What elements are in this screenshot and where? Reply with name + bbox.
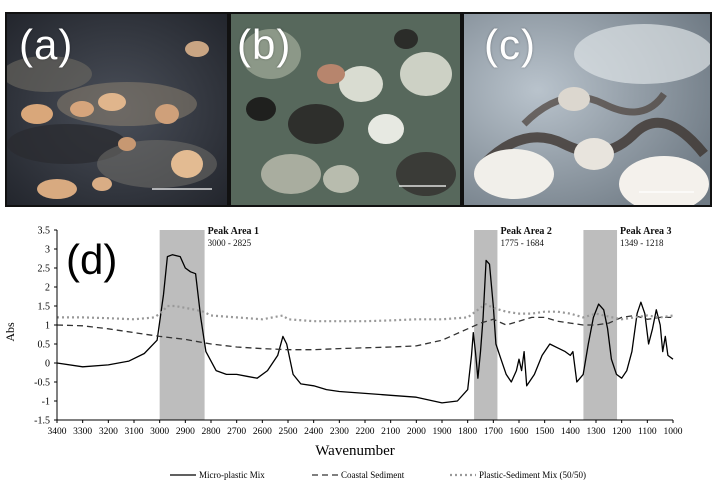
legend-label: Plastic-Sediment Mix (50/50) [479, 470, 586, 480]
sample-photo-b [231, 14, 460, 205]
x-tick-label: 1500 [535, 427, 554, 437]
y-tick-label: -1.5 [34, 416, 50, 427]
peak-area-title: Peak Area 1 [208, 226, 259, 237]
panel-label-d: (d) [66, 236, 117, 283]
sample-photo-c [464, 14, 710, 205]
x-tick-label: 1700 [484, 427, 503, 437]
x-tick-label: 2900 [176, 427, 195, 437]
y-tick-label: 1 [45, 321, 50, 332]
y-tick-label: 3 [45, 245, 50, 256]
peak-area-range: 1349 - 1218 [620, 238, 664, 248]
peak-area-band [474, 230, 498, 420]
series-lines [56, 254, 674, 404]
peak-area-range: 1775 - 1684 [500, 238, 544, 248]
y-tick-label: 0.5 [38, 340, 51, 351]
panel-label-b: (b) [237, 21, 292, 68]
x-tick-label: 1200 [612, 427, 631, 437]
x-tick-label: 2700 [227, 427, 246, 437]
x-tick-label: 2800 [202, 427, 221, 437]
y-axis-label: Abs [3, 322, 17, 342]
series-line [56, 314, 673, 351]
photo-panel-c: (c) [462, 12, 712, 207]
x-tick-label: 1000 [664, 427, 683, 437]
x-axis-label: Wavenumber [315, 443, 395, 459]
y-tick-label: 2.5 [38, 264, 51, 275]
x-tick-label: 2400 [304, 427, 323, 437]
x-tick-label: 3100 [125, 427, 144, 437]
series-line [57, 303, 674, 323]
x-tick-label: 1300 [587, 427, 606, 437]
photo-panel-a: (a) [5, 12, 229, 207]
peak-area-title: Peak Area 2 [500, 226, 551, 237]
y-tick-label: -1 [42, 397, 50, 408]
x-tick-label: 2600 [253, 427, 272, 437]
x-tick-label: 2300 [330, 427, 349, 437]
legend: Micro-plastic Mix Coastal Sediment Plastic… [170, 470, 586, 480]
x-tick-label: 3200 [99, 427, 118, 437]
x-tick-label: 3000 [150, 427, 169, 437]
x-tick-label: 2000 [407, 427, 426, 437]
legend-label: Coastal Sediment [341, 470, 405, 480]
x-tick-label: 1400 [561, 427, 580, 437]
y-tick-label: 1.5 [38, 302, 51, 313]
x-tick-label: 2200 [356, 427, 375, 437]
x-tick-label: 3300 [73, 427, 92, 437]
x-tick-label: 1100 [638, 427, 657, 437]
x-tick-label: 1900 [433, 427, 452, 437]
x-tick-label: 2500 [279, 427, 298, 437]
axes: -1.5 -1 -0.5 0 0.5 1 1.5 2 2.5 3 3.5 3400 3300 3200 31… [34, 226, 683, 438]
sample-photo-a [7, 14, 227, 205]
peak-area-title: Peak Area 3 [620, 226, 671, 237]
x-tick-label: 3400 [48, 427, 67, 437]
y-tick-label: 2 [45, 283, 50, 294]
peak-area-range: 3000 - 2825 [208, 238, 252, 248]
legend-label: Micro-plastic Mix [199, 470, 265, 480]
x-tick-label: 1600 [510, 427, 529, 437]
panel-label-a: (a) [19, 21, 74, 68]
x-tick-label: 2100 [381, 427, 400, 437]
y-tick-label: 3.5 [38, 226, 51, 237]
y-tick-label: -0.5 [34, 378, 50, 389]
x-tick-label: 1800 [458, 427, 477, 437]
photo-panel-b: (b) [229, 12, 462, 207]
series-line [56, 254, 674, 404]
peak-area-band [159, 230, 205, 420]
panel-label-c: (c) [484, 21, 536, 68]
y-tick-label: 0 [45, 359, 50, 370]
